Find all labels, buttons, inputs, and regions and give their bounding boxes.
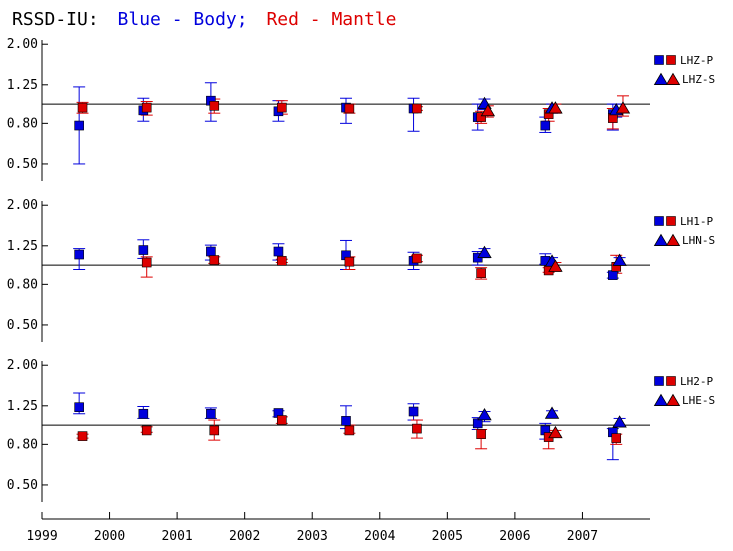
legend-label: LH1-P bbox=[680, 215, 713, 228]
mantle-square-point bbox=[611, 433, 622, 443]
mantle-triangle-point bbox=[480, 103, 496, 117]
title-red: Red - Mantle bbox=[266, 9, 396, 30]
legend-label: LHZ-S bbox=[682, 73, 715, 86]
y-tick-label: 2.00 bbox=[7, 37, 38, 52]
mantle-square-point bbox=[412, 253, 422, 264]
legend-mantle-square bbox=[666, 55, 676, 65]
body-square-point bbox=[472, 418, 483, 429]
mantle-triangle-point bbox=[548, 425, 563, 439]
panel-1: 2.00 1.25 0.80 0.50 LHZ-P LHZ-S bbox=[7, 37, 715, 181]
legend-label: LHE-S bbox=[682, 394, 715, 407]
x-tick-label: 2005 bbox=[432, 529, 463, 544]
body-square-point bbox=[608, 270, 618, 280]
body-square-point bbox=[74, 402, 84, 412]
x-tick-label: 1999 bbox=[26, 529, 57, 544]
legend-body-square bbox=[654, 216, 664, 226]
mantle-triangle-point bbox=[548, 101, 563, 114]
body-triangle-point bbox=[612, 415, 627, 428]
x-tick-label: 2000 bbox=[94, 529, 125, 544]
panel-2: 2.00 1.25 0.80 0.50 LH1-P LHN-S bbox=[7, 198, 715, 342]
body-triangle-point bbox=[544, 406, 560, 419]
body-triangle-point bbox=[477, 245, 492, 258]
y-tick-label: 2.00 bbox=[7, 358, 38, 373]
mantle-triangle-point bbox=[615, 101, 631, 114]
mantle-triangle-point bbox=[548, 259, 563, 272]
mantle-square-point bbox=[209, 255, 220, 265]
mantle-square-point bbox=[277, 415, 287, 425]
legend-mantle-triangle bbox=[665, 393, 681, 406]
x-tick-label: 2001 bbox=[161, 529, 192, 544]
mantle-square-point bbox=[277, 102, 287, 113]
legend-body-triangle bbox=[653, 233, 669, 246]
mantle-square-point bbox=[277, 256, 287, 266]
y-tick-label: 1.25 bbox=[7, 399, 38, 414]
legend-body-triangle bbox=[653, 72, 669, 85]
legend-label: LH2-P bbox=[680, 375, 713, 388]
legend-label: LHZ-P bbox=[680, 54, 713, 67]
mantle-square-point bbox=[209, 425, 220, 436]
mantle-square-point bbox=[412, 423, 422, 434]
body-square-point bbox=[74, 249, 84, 260]
body-square-point bbox=[74, 120, 84, 131]
x-tick-label: 2002 bbox=[229, 529, 260, 544]
title-prefix: RSSD-IU: bbox=[12, 9, 99, 30]
y-tick-label: 0.50 bbox=[7, 478, 38, 493]
mantle-square-point bbox=[141, 257, 152, 268]
y-tick-label: 0.80 bbox=[7, 277, 38, 292]
legend-mantle-square bbox=[666, 216, 676, 226]
legend-mantle-square bbox=[666, 376, 676, 386]
y-tick-label: 0.80 bbox=[7, 437, 38, 452]
mantle-square-point bbox=[77, 431, 88, 441]
body-square-point bbox=[273, 246, 284, 257]
mantle-square-point bbox=[476, 429, 486, 439]
title-blue: Blue - Body; bbox=[118, 9, 248, 30]
mantle-square-point bbox=[344, 103, 355, 114]
legend-body-square bbox=[654, 376, 664, 386]
mantle-square-point bbox=[476, 112, 486, 122]
y-tick-label: 0.50 bbox=[7, 157, 38, 172]
body-square-point bbox=[206, 246, 216, 257]
y-tick-label: 2.00 bbox=[7, 198, 38, 213]
body-square-point bbox=[138, 245, 149, 255]
x-tick-label: 2007 bbox=[567, 529, 598, 544]
body-square-point bbox=[341, 416, 351, 426]
mantle-square-point bbox=[141, 102, 152, 113]
mantle-square-point bbox=[344, 256, 355, 267]
mantle-square-point bbox=[77, 102, 88, 113]
y-tick-label: 1.25 bbox=[7, 239, 38, 254]
body-triangle-point bbox=[477, 408, 492, 421]
x-tick-label: 2003 bbox=[297, 529, 328, 544]
body-square-point bbox=[138, 408, 149, 419]
legend-body-square bbox=[654, 55, 664, 65]
mantle-square-point bbox=[209, 101, 220, 111]
legend-mantle-triangle bbox=[665, 72, 681, 85]
chart-title: RSSD-IU: Blue - Body; Red - Mantle bbox=[12, 9, 396, 30]
body-square-point bbox=[408, 406, 419, 417]
mantle-square-point bbox=[344, 425, 355, 436]
body-square-point bbox=[540, 120, 551, 131]
plot-area: 2.00 1.25 0.80 0.50 LHZ-P LHZ-S 2.00 1.25 0.80 0.… bbox=[7, 37, 715, 544]
body-triangle-point bbox=[612, 253, 627, 266]
mantle-square-point bbox=[141, 425, 152, 436]
panel-3: 2.00 1.25 0.80 0.50 LH2-P LHE-S bbox=[7, 358, 715, 502]
x-tick-label: 2006 bbox=[499, 529, 530, 544]
body-square-point bbox=[206, 408, 216, 419]
y-tick-label: 0.50 bbox=[7, 318, 38, 333]
legend-label: LHN-S bbox=[682, 234, 715, 247]
mantle-square-point bbox=[476, 268, 486, 279]
y-tick-label: 0.80 bbox=[7, 116, 38, 131]
x-tick-label: 2004 bbox=[364, 529, 395, 544]
legend-mantle-triangle bbox=[665, 233, 681, 246]
legend-body-triangle bbox=[653, 393, 669, 406]
mantle-square-point bbox=[412, 103, 422, 114]
y-tick-label: 1.25 bbox=[7, 78, 38, 93]
